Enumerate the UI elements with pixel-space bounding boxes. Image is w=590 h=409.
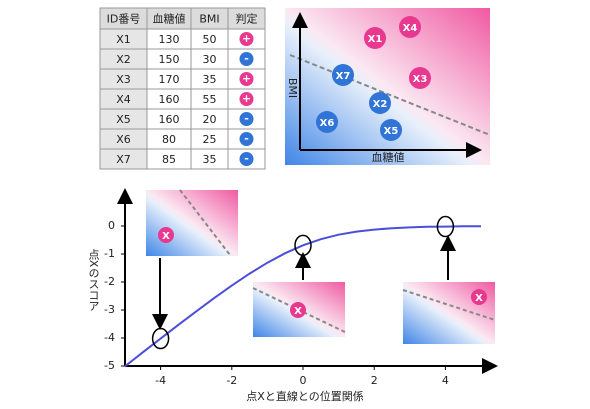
boundary-line xyxy=(289,54,491,136)
cell-text: 150 xyxy=(159,53,180,66)
point-label: X4 xyxy=(403,23,418,34)
judgement-icon xyxy=(239,52,254,66)
x-tick-label: 2 xyxy=(371,374,378,387)
judgement-text: + xyxy=(242,72,251,85)
cell-text: 20 xyxy=(203,113,217,126)
cell-text: 160 xyxy=(159,113,180,126)
scatter-point xyxy=(409,67,431,89)
score-curve xyxy=(124,225,481,368)
cell-text: X7 xyxy=(116,153,131,166)
scatter-background xyxy=(285,8,490,165)
point-label: X1 xyxy=(368,34,383,45)
inset-boundary xyxy=(402,289,496,321)
cell-text: X4 xyxy=(116,93,131,106)
y-tick-label: -4 xyxy=(104,331,115,344)
inset-point xyxy=(290,302,306,318)
cell-text: 130 xyxy=(159,33,180,46)
y-tick-label: -2 xyxy=(104,275,115,288)
header-text: 判定 xyxy=(236,12,258,26)
x-tick-label: 4 xyxy=(442,374,449,387)
x-tick-label: -2 xyxy=(226,374,237,387)
x-tick-label: 0 xyxy=(300,374,307,387)
scatter-point xyxy=(399,16,421,38)
judgement-text: + xyxy=(242,92,251,105)
cell-text: X5 xyxy=(116,113,131,126)
header-text: BMI xyxy=(199,13,219,26)
cell-text: 55 xyxy=(203,93,217,106)
y-tick-label: -3 xyxy=(104,303,115,316)
inset-point xyxy=(158,227,174,243)
scatter-point xyxy=(364,27,386,49)
cell-text: 170 xyxy=(159,73,180,86)
header-text: ID番号 xyxy=(107,13,141,26)
point-label: X6 xyxy=(320,118,335,129)
judgement-icon xyxy=(239,92,254,106)
judgement-text: - xyxy=(244,132,249,145)
point-label: X5 xyxy=(384,126,399,137)
y-tick-label: 0 xyxy=(108,219,115,232)
cell-text: X3 xyxy=(116,73,131,86)
cell-text: 160 xyxy=(159,93,180,106)
cell-text: 35 xyxy=(203,73,217,86)
inset-label: X xyxy=(294,306,302,317)
judgement-icon xyxy=(239,72,254,86)
inset-background xyxy=(146,190,238,256)
judgement-icon xyxy=(239,152,254,166)
judgement-icon xyxy=(239,32,254,46)
inset-point xyxy=(471,289,487,305)
cell-text: 80 xyxy=(162,133,176,146)
cell-text: 25 xyxy=(203,133,217,146)
scatter-point xyxy=(316,111,338,133)
inset-label: X xyxy=(162,231,170,242)
point-label: X2 xyxy=(373,99,388,110)
y-tick-label: -5 xyxy=(104,359,115,372)
judgement-text: - xyxy=(244,112,249,125)
x-tick-label: -4 xyxy=(155,374,166,387)
judgement-icon xyxy=(239,132,254,146)
plot-x-label: 点Xと直線との位置関係 xyxy=(246,389,363,403)
plot-y-label: 点Xのスコア xyxy=(87,248,100,311)
inset-label: X xyxy=(475,293,483,304)
scatter-point xyxy=(369,92,391,114)
point-label: X3 xyxy=(413,74,428,85)
judgement-text: - xyxy=(244,52,249,65)
y-tick-label: -1 xyxy=(104,247,115,260)
cell-text: X2 xyxy=(116,53,131,66)
judgement-text: + xyxy=(242,32,251,45)
scatter-point xyxy=(380,119,402,141)
cell-text: 35 xyxy=(203,153,217,166)
judgement-text: - xyxy=(244,152,249,165)
cell-text: X6 xyxy=(116,133,131,146)
cell-text: 30 xyxy=(203,53,217,66)
scatter-x-label: 血糖値 xyxy=(372,150,405,164)
cell-text: 85 xyxy=(162,153,176,166)
scatter-y-label: BMI xyxy=(286,78,299,98)
judgement-icon xyxy=(239,112,254,126)
scatter-point xyxy=(332,64,354,86)
header-text: 血糖値 xyxy=(153,12,186,26)
cell-text: 50 xyxy=(203,33,217,46)
cell-text: X1 xyxy=(116,33,131,46)
point-label: X7 xyxy=(336,71,351,82)
